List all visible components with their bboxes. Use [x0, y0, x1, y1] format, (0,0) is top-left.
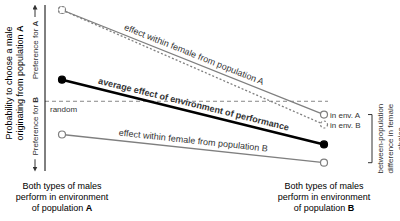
svg-text:choice: choice — [396, 127, 400, 151]
svg-text:originating from population A: originating from population A — [15, 25, 25, 141]
svg-text:effect within female from popu: effect within female from population A — [123, 22, 265, 87]
svg-text:random: random — [50, 105, 77, 114]
svg-text:Both types of malesperform in: Both types of malesperform in environmen… — [16, 181, 109, 213]
svg-text:between-population: between-population — [376, 104, 385, 174]
svg-text:in env. A: in env. A — [330, 111, 361, 120]
svg-text:effect within female from popu: effect within female from population B — [118, 128, 268, 154]
svg-text:average effect of environment: average effect of environment of perform… — [97, 76, 290, 133]
svg-text:Preference for B: Preference for B — [31, 97, 40, 156]
svg-text:Both types of malesperform in: Both types of malesperform in environmen… — [278, 181, 371, 213]
svg-text:Probability to choose a male: Probability to choose a male — [4, 26, 14, 139]
svg-text:in env. B: in env. B — [330, 121, 361, 130]
svg-text:difference in female: difference in female — [386, 103, 395, 173]
svg-text:Preference for A: Preference for A — [31, 20, 40, 79]
